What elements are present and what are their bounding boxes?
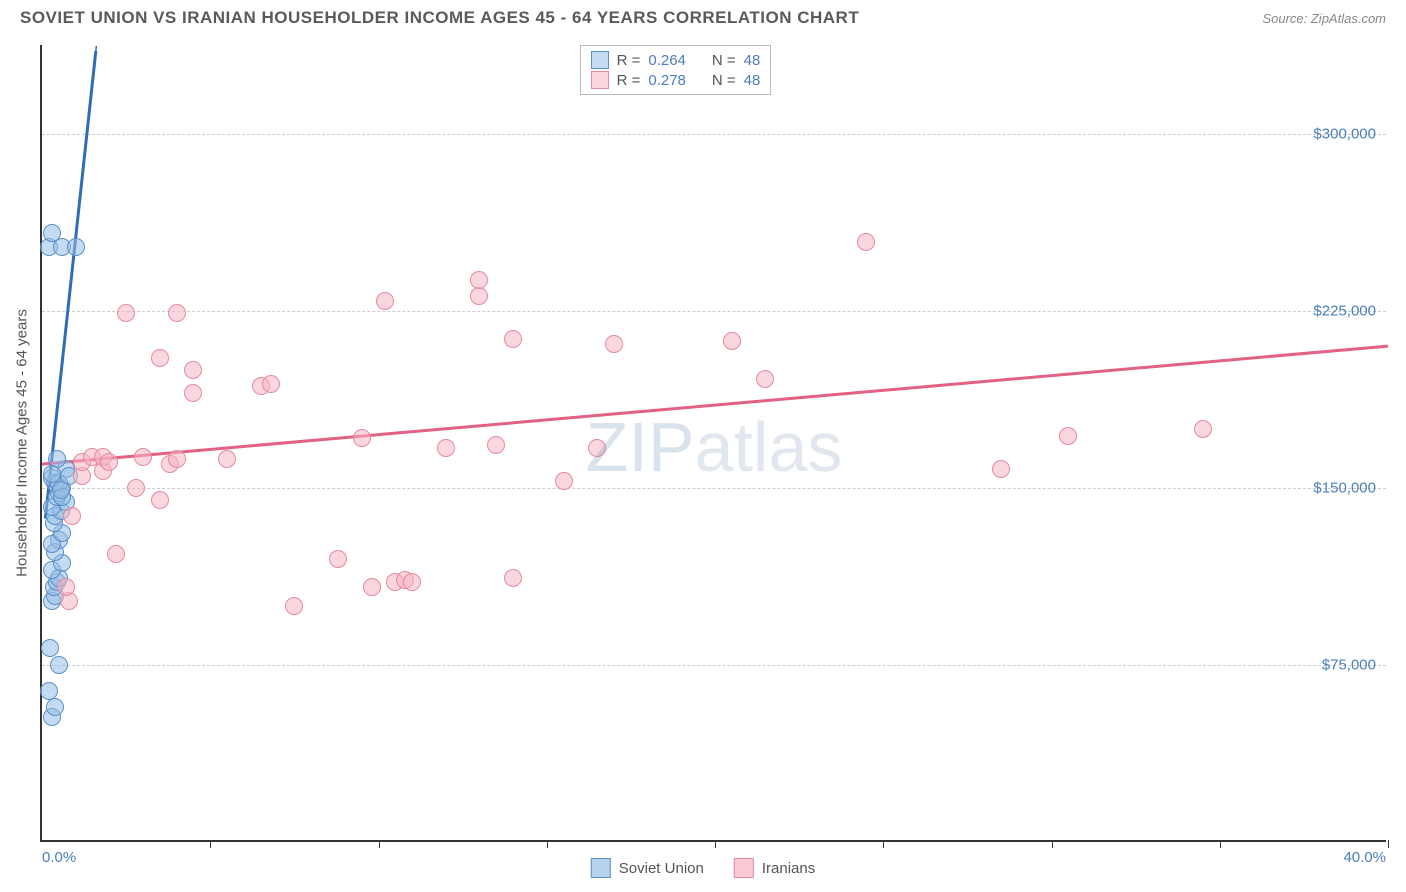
y-tick-label: $150,000 bbox=[1313, 479, 1376, 496]
scatter-plot: $75,000 $150,000 $225,000 $300,000 bbox=[42, 45, 1386, 840]
data-point bbox=[437, 439, 455, 457]
data-point bbox=[605, 335, 623, 353]
data-point bbox=[63, 507, 81, 525]
y-tick-label: $75,000 bbox=[1322, 656, 1376, 673]
data-point bbox=[1194, 420, 1212, 438]
grid-line bbox=[42, 311, 1386, 312]
legend-swatch bbox=[591, 858, 611, 878]
data-point bbox=[555, 472, 573, 490]
data-point bbox=[151, 491, 169, 509]
data-point bbox=[487, 436, 505, 454]
legend-item: Iranians bbox=[734, 858, 815, 878]
data-point bbox=[151, 349, 169, 367]
data-point bbox=[857, 233, 875, 251]
x-tick bbox=[883, 840, 884, 848]
data-point bbox=[100, 453, 118, 471]
correlation-stats-box: R = 0.264 N = 48 R = 0.278 N = 48 bbox=[580, 45, 772, 95]
data-point bbox=[50, 656, 68, 674]
stats-r-value: 0.278 bbox=[648, 72, 686, 89]
stats-n-value: 48 bbox=[744, 72, 761, 89]
data-point bbox=[262, 375, 280, 393]
data-point bbox=[218, 450, 236, 468]
data-point bbox=[46, 698, 64, 716]
chart-title: SOVIET UNION VS IRANIAN HOUSEHOLDER INCO… bbox=[20, 8, 859, 28]
data-point bbox=[67, 238, 85, 256]
data-point bbox=[107, 545, 125, 563]
data-point bbox=[403, 573, 421, 591]
legend-label: Iranians bbox=[762, 860, 815, 877]
data-point bbox=[134, 448, 152, 466]
x-tick bbox=[210, 840, 211, 848]
x-tick bbox=[379, 840, 380, 848]
x-tick bbox=[1220, 840, 1221, 848]
chart-header: SOVIET UNION VS IRANIAN HOUSEHOLDER INCO… bbox=[0, 0, 1406, 32]
x-axis-max-label: 40.0% bbox=[1343, 849, 1386, 866]
y-tick-label: $300,000 bbox=[1313, 125, 1376, 142]
stats-n-label: N = bbox=[712, 72, 736, 89]
stats-swatch bbox=[591, 51, 609, 69]
x-tick bbox=[547, 840, 548, 848]
data-point bbox=[363, 578, 381, 596]
data-point bbox=[588, 439, 606, 457]
x-tick bbox=[1052, 840, 1053, 848]
x-tick bbox=[715, 840, 716, 848]
grid-line bbox=[42, 665, 1386, 666]
legend-swatch bbox=[734, 858, 754, 878]
data-point bbox=[40, 682, 58, 700]
stats-swatch bbox=[591, 71, 609, 89]
data-point bbox=[184, 384, 202, 402]
data-point bbox=[184, 361, 202, 379]
source-label: Source: ZipAtlas.com bbox=[1262, 11, 1386, 26]
y-tick-label: $225,000 bbox=[1313, 302, 1376, 319]
data-point bbox=[470, 271, 488, 289]
data-point bbox=[992, 460, 1010, 478]
data-point bbox=[41, 639, 59, 657]
data-point bbox=[470, 287, 488, 305]
stats-n-label: N = bbox=[712, 52, 736, 69]
data-point bbox=[1059, 427, 1077, 445]
legend-label: Soviet Union bbox=[619, 860, 704, 877]
data-point bbox=[43, 465, 61, 483]
data-point bbox=[756, 370, 774, 388]
stats-r-label: R = bbox=[617, 52, 641, 69]
data-point bbox=[127, 479, 145, 497]
stats-row: R = 0.278 N = 48 bbox=[591, 70, 761, 90]
data-point bbox=[43, 224, 61, 242]
data-point bbox=[285, 597, 303, 615]
grid-line bbox=[42, 134, 1386, 135]
x-tick bbox=[1388, 840, 1389, 848]
data-point bbox=[57, 578, 75, 596]
x-axis-min-label: 0.0% bbox=[42, 849, 76, 866]
data-point bbox=[52, 481, 70, 499]
grid-line bbox=[42, 488, 1386, 489]
data-point bbox=[168, 450, 186, 468]
stats-r-label: R = bbox=[617, 72, 641, 89]
y-axis-title: Householder Income Ages 45 - 64 years bbox=[14, 309, 31, 577]
data-point bbox=[168, 304, 186, 322]
data-point bbox=[723, 332, 741, 350]
data-point bbox=[504, 330, 522, 348]
data-point bbox=[376, 292, 394, 310]
stats-r-value: 0.264 bbox=[648, 52, 686, 69]
data-point bbox=[504, 569, 522, 587]
data-point bbox=[329, 550, 347, 568]
stats-row: R = 0.264 N = 48 bbox=[591, 50, 761, 70]
trend-lines bbox=[42, 45, 1388, 842]
data-point bbox=[117, 304, 135, 322]
data-point bbox=[353, 429, 371, 447]
legend-item: Soviet Union bbox=[591, 858, 704, 878]
stats-n-value: 48 bbox=[744, 52, 761, 69]
chart-plot-area: Householder Income Ages 45 - 64 years $7… bbox=[40, 45, 1386, 842]
series-legend: Soviet Union Iranians bbox=[591, 858, 815, 878]
